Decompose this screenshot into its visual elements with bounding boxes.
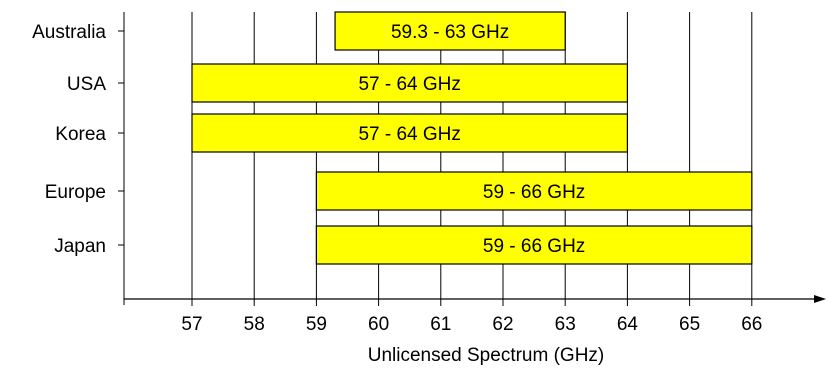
x-tick-label-59: 59 [306,314,327,335]
category-label-europe: Europe [45,182,106,203]
x-tick-label-65: 65 [679,314,700,335]
category-label-korea: Korea [55,124,106,145]
x-tick-label-63: 63 [555,314,576,335]
category-label-usa: USA [67,74,106,95]
x-tick-label-61: 61 [430,314,451,335]
bar-label-korea: 57 - 64 GHz [358,124,460,145]
category-label-australia: Australia [32,22,106,43]
bar-label-europe: 59 - 66 GHz [483,182,585,203]
x-tick-label-58: 58 [244,314,265,335]
x-tick-label-64: 64 [617,314,639,335]
x-axis-label: Unlicensed Spectrum (GHz) [368,345,605,366]
bar-label-japan: 59 - 66 GHz [483,236,585,257]
x-tick-label-57: 57 [181,314,202,335]
x-tick-label-60: 60 [368,314,389,335]
bars: 59.3 - 63 GHz 57 - 64 GHz 57 - 64 GHz 59 - … [192,12,752,264]
bar-label-usa: 57 - 64 GHz [358,74,460,95]
bar-label-australia: 59.3 - 63 GHz [391,22,509,43]
x-axis-arrow [814,295,826,303]
category-labels: Australia USA Korea Europe Japan [32,22,106,257]
x-tick-label-62: 62 [492,314,513,335]
category-label-japan: Japan [54,236,106,257]
x-tick-label-66: 66 [741,314,762,335]
